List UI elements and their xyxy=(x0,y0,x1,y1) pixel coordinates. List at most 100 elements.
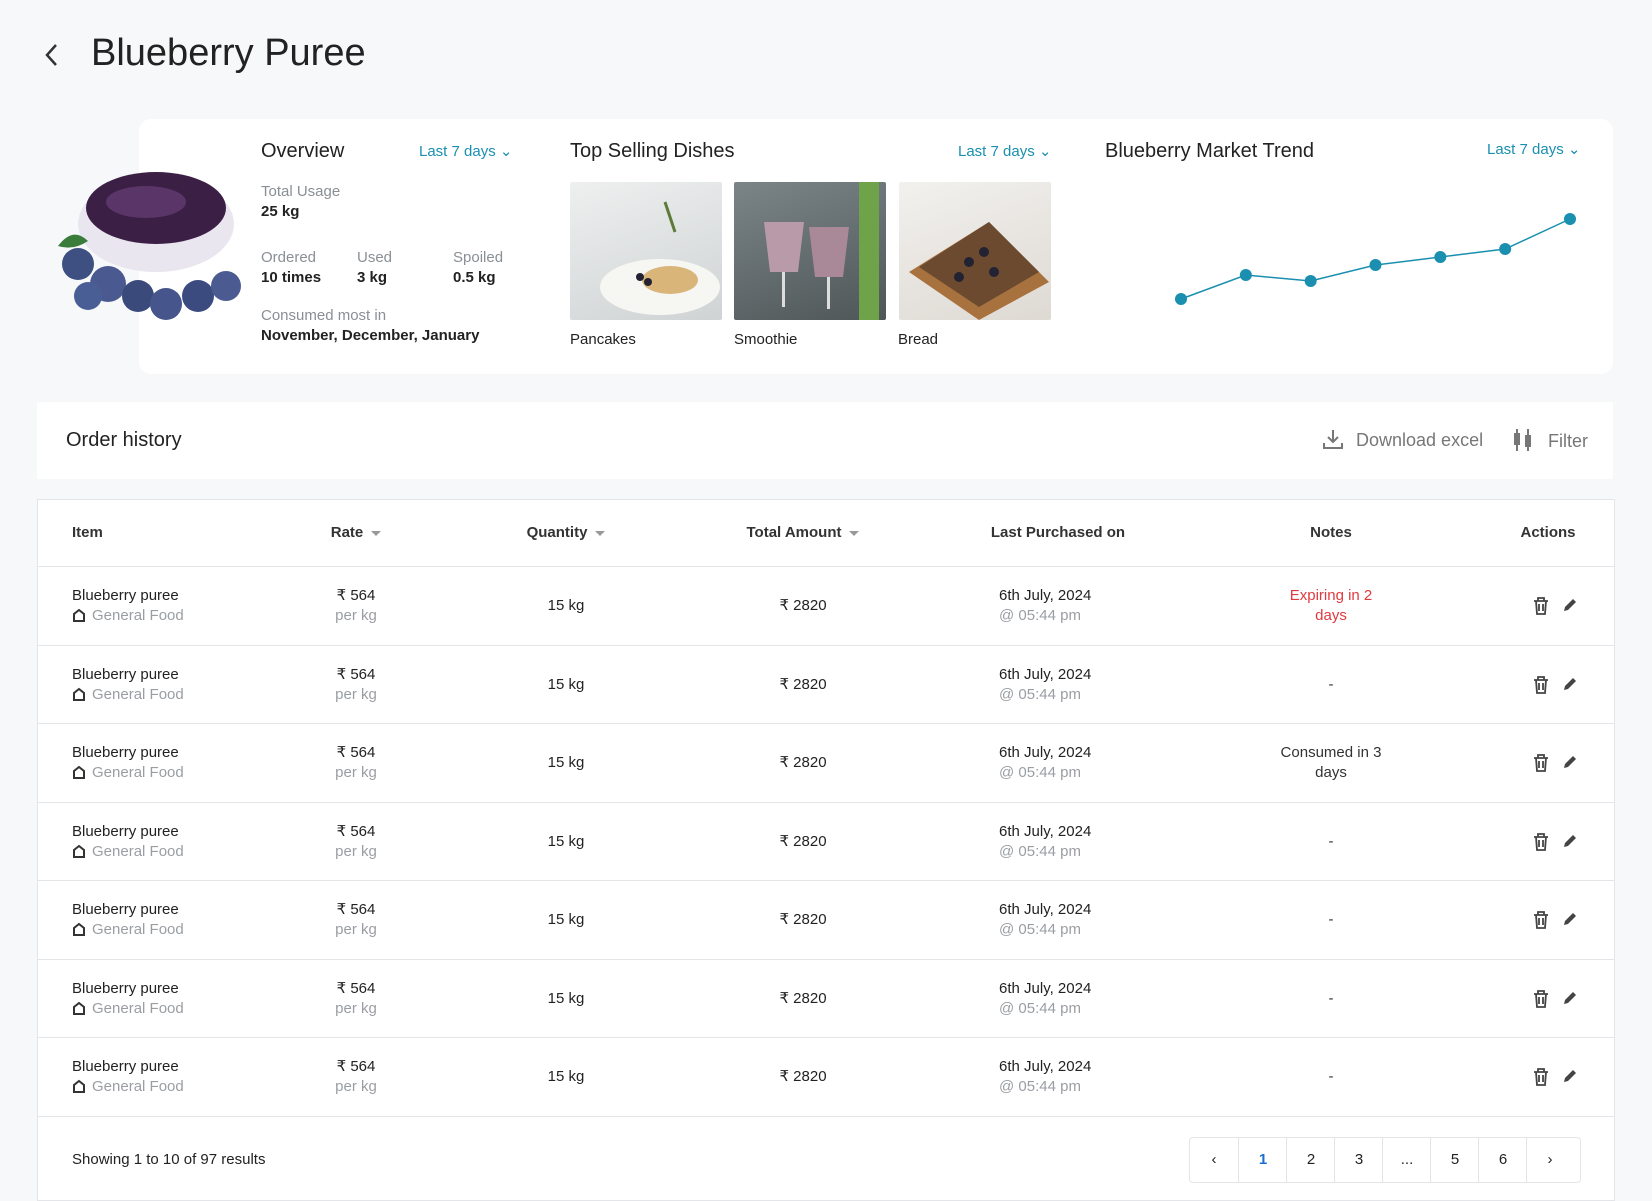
column-header: Last Purchased on xyxy=(958,523,1158,543)
sort-icon[interactable] xyxy=(371,530,382,536)
next-page[interactable]: › xyxy=(1526,1137,1573,1182)
delete-button[interactable] xyxy=(1533,754,1549,778)
filter-label: Filter xyxy=(1548,431,1588,451)
range-select[interactable]: Last 7 days ⌄ xyxy=(419,143,513,160)
download-button[interactable]: Download excel xyxy=(1322,428,1483,451)
edit-button[interactable] xyxy=(1562,990,1578,1012)
quantity: 15 kg xyxy=(547,989,585,1007)
table-row: Blueberry puree General Food ₹ 564 per kg 15… xyxy=(38,801,1614,881)
item-category: General Food xyxy=(72,1077,184,1097)
range-select[interactable]: Last 7 days ⌄ xyxy=(958,143,1052,160)
trend-point xyxy=(1499,243,1512,255)
rate-unit: per kg xyxy=(335,1078,377,1095)
purchase-time: @ 05:44 pm xyxy=(999,999,1081,1017)
item-category: General Food xyxy=(72,842,184,862)
item-category: General Food xyxy=(72,685,184,705)
trend-point xyxy=(1434,251,1447,263)
purchase-date: 6th July, 2024 xyxy=(999,665,1092,683)
column-header: Item xyxy=(72,523,103,543)
page-button[interactable]: 2 xyxy=(1286,1137,1335,1182)
table-row: Blueberry puree General Food ₹ 564 per kg 15… xyxy=(38,566,1614,645)
stat-value: 0.5 kg xyxy=(453,269,496,286)
dish-name: Bread xyxy=(898,331,939,348)
dish-image xyxy=(570,182,722,320)
quantity: 15 kg xyxy=(547,911,585,928)
delete-button[interactable] xyxy=(1533,832,1549,857)
sort-icon[interactable] xyxy=(849,530,860,536)
delete-button[interactable] xyxy=(1533,597,1549,621)
range-select[interactable]: Last 7 days ⌄ xyxy=(1487,141,1581,158)
purchase-time: @ 05:44 pm xyxy=(999,842,1081,860)
stat-value: 3 kg xyxy=(357,269,388,286)
delete-button[interactable] xyxy=(1533,911,1549,935)
purchase-time: @ 05:44 pm xyxy=(999,921,1081,938)
delete-button[interactable] xyxy=(1533,989,1549,1014)
edit-button[interactable] xyxy=(1562,1068,1578,1090)
column-header[interactable]: Total Amount xyxy=(703,523,903,543)
purchase-date: 6th July, 2024 xyxy=(999,1058,1092,1075)
purchase-date: 6th July, 2024 xyxy=(999,587,1092,604)
delete-button[interactable] xyxy=(1533,675,1549,700)
rate: ₹ 564 xyxy=(336,1058,376,1075)
rate: ₹ 564 xyxy=(336,744,376,761)
range-label: Last 7 days xyxy=(1487,141,1564,158)
item-name: Blueberry puree xyxy=(72,665,179,683)
column-label: Actions xyxy=(1520,524,1576,541)
delete-button[interactable] xyxy=(1533,1068,1549,1092)
purchase-date: 6th July, 2024 xyxy=(999,901,1092,918)
rate-unit: per kg xyxy=(335,921,377,938)
item-category: General Food xyxy=(72,763,184,783)
rate: ₹ 564 xyxy=(336,587,376,604)
total-amount: ₹ 2820 xyxy=(779,675,827,693)
rate-unit: per kg xyxy=(335,999,377,1017)
page-button[interactable]: 5 xyxy=(1430,1137,1479,1182)
trend-point xyxy=(1369,259,1382,271)
notes: - xyxy=(1328,1068,1334,1085)
quantity: 15 kg xyxy=(547,597,585,614)
column-label: Last Purchased on xyxy=(990,524,1126,541)
category-label: General Food xyxy=(92,607,184,624)
table-row: Blueberry puree General Food ₹ 564 per kg 15… xyxy=(38,644,1614,724)
edit-button[interactable] xyxy=(1562,911,1578,933)
range-label: Last 7 days xyxy=(958,143,1035,160)
order-table: Item Rate Quantity Total Amount Last Purchas… xyxy=(37,499,1615,1201)
notes: - xyxy=(1328,911,1334,928)
notes: Expiring in 2 days xyxy=(1289,587,1373,624)
rate: ₹ 564 xyxy=(336,822,376,840)
stat-label: Used xyxy=(357,249,393,266)
notes: - xyxy=(1328,675,1334,693)
back-button[interactable] xyxy=(42,42,62,68)
page-button[interactable]: 3 xyxy=(1334,1137,1383,1182)
purchase-time: @ 05:44 pm xyxy=(999,764,1081,781)
page-button[interactable]: 1 xyxy=(1238,1137,1287,1182)
column-header: Notes xyxy=(1231,523,1431,543)
table-row: Blueberry puree General Food ₹ 564 per kg 15… xyxy=(38,958,1614,1038)
quantity: 15 kg xyxy=(547,1068,585,1085)
total-amount: ₹ 2820 xyxy=(779,989,827,1007)
notes: - xyxy=(1328,832,1334,850)
column-header[interactable]: Rate xyxy=(256,523,456,543)
edit-button[interactable] xyxy=(1562,754,1578,776)
order-history-bar xyxy=(37,402,1613,479)
trend-point xyxy=(1564,213,1576,225)
stat-value: 25 kg xyxy=(261,203,300,220)
filter-button[interactable]: Filter xyxy=(1512,428,1588,452)
page-button[interactable]: ... xyxy=(1382,1137,1431,1182)
category-label: General Food xyxy=(92,1078,184,1095)
purchase-time: @ 05:44 pm xyxy=(999,685,1081,703)
column-header[interactable]: Quantity xyxy=(466,523,666,543)
page-button[interactable]: 6 xyxy=(1478,1137,1527,1182)
sort-icon[interactable] xyxy=(595,530,606,536)
edit-button[interactable] xyxy=(1562,833,1578,855)
edit-button[interactable] xyxy=(1562,676,1578,698)
prev-page[interactable]: ‹ xyxy=(1211,1150,1217,1168)
purchase-time: @ 05:44 pm xyxy=(999,607,1081,624)
purchase-time: @ 05:44 pm xyxy=(999,1078,1081,1095)
rate: ₹ 564 xyxy=(336,665,376,683)
quantity: 15 kg xyxy=(547,675,585,693)
pagination: ‹ 1 2 3... 5 6 › xyxy=(1189,1136,1581,1183)
column-label: Rate xyxy=(330,524,364,541)
edit-button[interactable] xyxy=(1562,597,1578,619)
total-amount: ₹ 2820 xyxy=(779,911,827,928)
item-name: Blueberry puree xyxy=(72,744,179,761)
